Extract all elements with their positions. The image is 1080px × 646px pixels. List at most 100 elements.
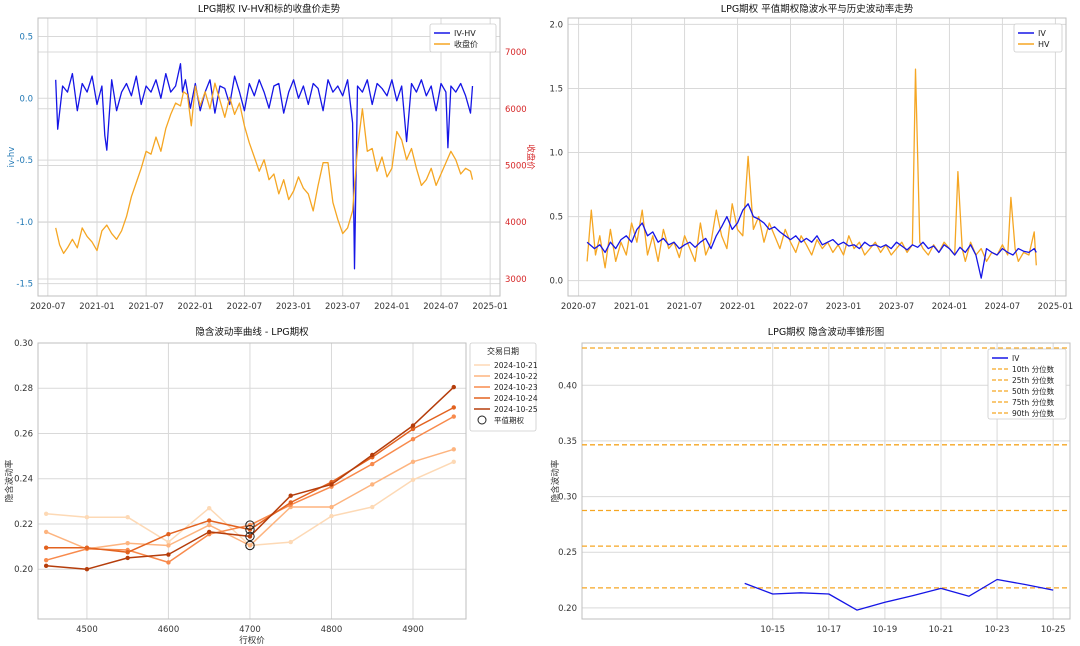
- data-point: [410, 459, 416, 464]
- y-tick-label: 0.0: [549, 277, 563, 287]
- y-axis-label: 隐含波动率: [4, 459, 15, 502]
- x-tick-label: 2020-07: [561, 302, 597, 312]
- legend-label: 90th 分位数: [1012, 408, 1055, 418]
- legend-title: 交易日期: [487, 346, 519, 356]
- y-tick-label: 0.30: [14, 339, 33, 349]
- y-tick-label: -1.0: [16, 218, 33, 228]
- data-point: [370, 504, 375, 510]
- plot-frame: [581, 342, 1071, 620]
- data-point: [166, 531, 171, 537]
- plot-frame: [567, 17, 1067, 297]
- data-point: [329, 482, 334, 487]
- legend-label: 平值期权: [494, 415, 524, 425]
- data-point: [43, 557, 49, 563]
- y-tick-label: 0.25: [558, 548, 577, 558]
- y2-tick-label: 3000: [505, 275, 527, 285]
- legend-label: 10th 分位数: [1012, 364, 1055, 374]
- legend-label: 2024-10-21: [494, 361, 538, 370]
- x-tick-label: 2023-07: [879, 302, 915, 312]
- y2-tick-label: 4000: [505, 218, 527, 228]
- data-point: [451, 384, 456, 390]
- panel-iv-hv-close: 2020-07 2021-01 2021-07 2022-01 2022-07 2023-…: [7, 3, 536, 312]
- data-point: [288, 539, 293, 545]
- data-point: [166, 543, 171, 548]
- x-tick-label: 10-21: [929, 625, 954, 635]
- data-point: [207, 522, 212, 528]
- data-point: [247, 543, 253, 548]
- x-tick-label: 10-25: [1041, 625, 1066, 635]
- y-tick-label: 0.22: [14, 520, 33, 530]
- x-tick-label: 2025-01: [472, 302, 508, 312]
- data-point: [84, 545, 90, 550]
- data-point: [43, 529, 49, 535]
- data-point: [43, 563, 49, 569]
- x-tick-label: 2024-07: [985, 302, 1021, 312]
- data-point: [166, 552, 171, 557]
- y-tick-label: 0.0: [19, 94, 33, 104]
- x-tick-label: 2021-01: [79, 302, 115, 312]
- data-point: [125, 541, 130, 546]
- y-tick-label: 0.20: [558, 604, 577, 614]
- data-point: [288, 500, 293, 505]
- y-tick-label: 1.5: [549, 84, 563, 94]
- x-axis-label: 行权价: [239, 635, 265, 646]
- x-tick-label: 4900: [402, 625, 424, 635]
- data-point: [125, 555, 130, 561]
- y-tick-label: 0.26: [14, 429, 33, 439]
- x-tick-label: 10-15: [760, 625, 785, 635]
- x-tick-label: 2023-01: [276, 302, 312, 312]
- legend-label: 50th 分位数: [1012, 386, 1055, 396]
- x-tick-label: 2021-07: [667, 302, 703, 312]
- x-tick-label: 2023-07: [325, 302, 361, 312]
- y-axis-label: 隐含波动率: [550, 459, 561, 502]
- x-tick-label: 2024-01: [374, 302, 410, 312]
- legend-label: IV: [1012, 354, 1020, 363]
- x-tick-label: 4700: [239, 625, 261, 635]
- data-point: [207, 529, 212, 535]
- y-tick-label: -0.5: [16, 156, 33, 166]
- plot-frame: [37, 17, 501, 297]
- data-point: [370, 452, 375, 458]
- y-tick-label: -1.5: [16, 280, 33, 290]
- x-tick-label: 2020-07: [30, 302, 66, 312]
- chart-title: LPG期权 IV-HV和标的收盘价走势: [198, 3, 341, 15]
- data-point: [84, 514, 90, 520]
- x-tick-label: 10-23: [985, 625, 1010, 635]
- legend-label: 2024-10-22: [494, 372, 538, 381]
- atm-marker: [245, 520, 255, 530]
- data-point: [370, 482, 375, 487]
- series-line-1: [55, 82, 474, 255]
- legend-label: 收盘价: [454, 39, 478, 49]
- data-point: [125, 514, 130, 520]
- data-point: [43, 511, 49, 517]
- x-tick-label: 2022-07: [227, 302, 263, 312]
- legend-box: [429, 23, 497, 53]
- data-point: [451, 414, 456, 419]
- y2-tick-label: 5000: [505, 162, 527, 172]
- y2-tick-label: 7000: [505, 48, 527, 58]
- data-point: [451, 447, 456, 452]
- panel-iv-hv-atm: 2020-07 2021-01 2021-07 2022-01 2022-07 2023-…: [549, 3, 1073, 312]
- data-point: [451, 405, 456, 410]
- data-point: [125, 550, 130, 555]
- x-tick-label: 2024-07: [423, 302, 459, 312]
- panel-iv-cone: 10-15 10-17 10-19 10-21 10-23 10-25 0.20 0.25 0.…: [550, 326, 1071, 635]
- x-tick-label: 2022-07: [773, 302, 809, 312]
- plot-frame: [37, 342, 467, 620]
- legend-label: 2024-10-23: [494, 383, 538, 392]
- data-point: [288, 493, 293, 498]
- data-point: [329, 504, 334, 510]
- data-point: [247, 534, 253, 539]
- legend-label: 2024-10-25: [494, 405, 538, 414]
- x-tick-label: 10-19: [873, 625, 898, 635]
- data-point: [451, 459, 456, 464]
- legend-label: HV: [1038, 40, 1050, 49]
- legend-label: IV-HV: [454, 29, 476, 38]
- panel-iv-smile: 4500 4600 4700 4800 4900 0.20 0.22 0.24 0.26 0.28…: [4, 326, 538, 646]
- chart-title: LPG期权 隐含波动率锥形图: [768, 326, 884, 338]
- y-tick-label: 0.40: [558, 381, 577, 391]
- series-line-0: [55, 63, 474, 270]
- x-tick-label: 4800: [321, 625, 343, 635]
- y2-axis-label: 收盘价: [525, 144, 536, 170]
- x-tick-label: 2024-01: [932, 302, 968, 312]
